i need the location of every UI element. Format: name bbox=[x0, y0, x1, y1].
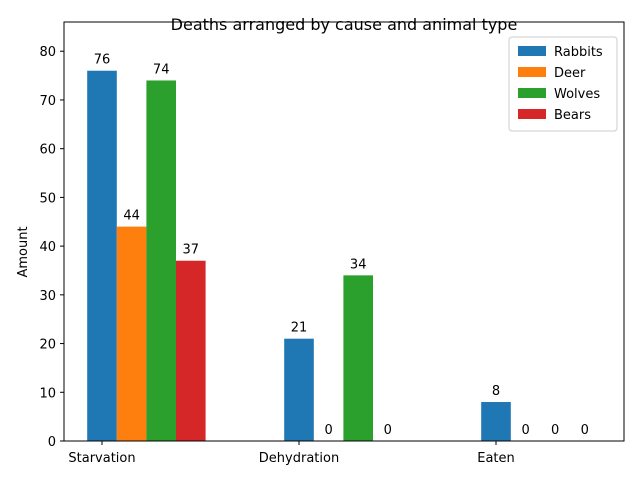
chart-title: Deaths arranged by cause and animal type bbox=[171, 15, 518, 34]
y-tick-label: 70 bbox=[39, 94, 56, 109]
bars-group bbox=[87, 70, 511, 441]
legend-label-wolves: Wolves bbox=[554, 87, 600, 102]
y-tick-label: 10 bbox=[39, 386, 56, 401]
y-axis-label: Amount bbox=[16, 226, 31, 277]
y-tick-label: 50 bbox=[39, 191, 56, 206]
x-axis-ticks: Starvation Dehydration Eaten bbox=[68, 441, 515, 466]
x-tick-label: Dehydration bbox=[259, 451, 339, 466]
x-tick-label: Eaten bbox=[477, 451, 515, 466]
bar-deer-starvation bbox=[116, 226, 147, 441]
bar-rabbits-eaten bbox=[481, 402, 511, 441]
y-tick-label: 80 bbox=[39, 45, 56, 60]
y-tick-label: 30 bbox=[39, 289, 56, 304]
data-label-bears-dehydration: 0 bbox=[384, 423, 392, 438]
data-label-rabbits-starvation: 76 bbox=[94, 53, 111, 68]
bar-bears-starvation bbox=[176, 260, 206, 441]
data-label-bears-starvation: 37 bbox=[183, 243, 200, 258]
legend-swatch-rabbits bbox=[518, 46, 546, 56]
bar-rabbits-dehydration bbox=[284, 338, 314, 441]
data-label-deer-eaten: 0 bbox=[521, 423, 529, 438]
data-label-wolves-dehydration: 34 bbox=[350, 257, 367, 272]
legend-swatch-deer bbox=[518, 67, 546, 77]
legend-label-bears: Bears bbox=[554, 108, 591, 123]
legend-label-rabbits: Rabbits bbox=[554, 45, 603, 60]
bar-wolves-dehydration bbox=[343, 275, 373, 441]
y-tick-label: 0 bbox=[48, 435, 56, 450]
y-tick-label: 20 bbox=[39, 338, 56, 353]
data-labels-group: 76 44 74 37 21 0 34 0 8 0 0 0 bbox=[94, 53, 589, 438]
data-label-deer-dehydration: 0 bbox=[324, 423, 332, 438]
legend: Rabbits Deer Wolves Bears bbox=[508, 36, 618, 132]
y-tick-label: 60 bbox=[39, 143, 56, 158]
y-tick-label: 40 bbox=[39, 240, 56, 255]
legend-swatch-wolves bbox=[518, 88, 546, 98]
legend-swatch-bears bbox=[518, 109, 546, 119]
bar-wolves-starvation bbox=[146, 80, 176, 441]
plot-frame bbox=[63, 21, 625, 442]
bar-rabbits-starvation bbox=[87, 70, 117, 441]
legend-label-deer: Deer bbox=[554, 66, 586, 81]
data-label-rabbits-eaten: 8 bbox=[492, 384, 500, 399]
data-label-bears-eaten: 0 bbox=[581, 423, 589, 438]
legend-box bbox=[508, 36, 618, 132]
y-axis-ticks: 0 10 20 30 40 50 60 70 80 bbox=[39, 45, 64, 450]
x-tick-label: Starvation bbox=[68, 451, 135, 466]
data-label-wolves-eaten: 0 bbox=[551, 423, 559, 438]
data-label-rabbits-dehydration: 21 bbox=[291, 321, 308, 336]
data-label-deer-starvation: 44 bbox=[123, 209, 140, 224]
data-label-wolves-starvation: 74 bbox=[153, 62, 170, 77]
